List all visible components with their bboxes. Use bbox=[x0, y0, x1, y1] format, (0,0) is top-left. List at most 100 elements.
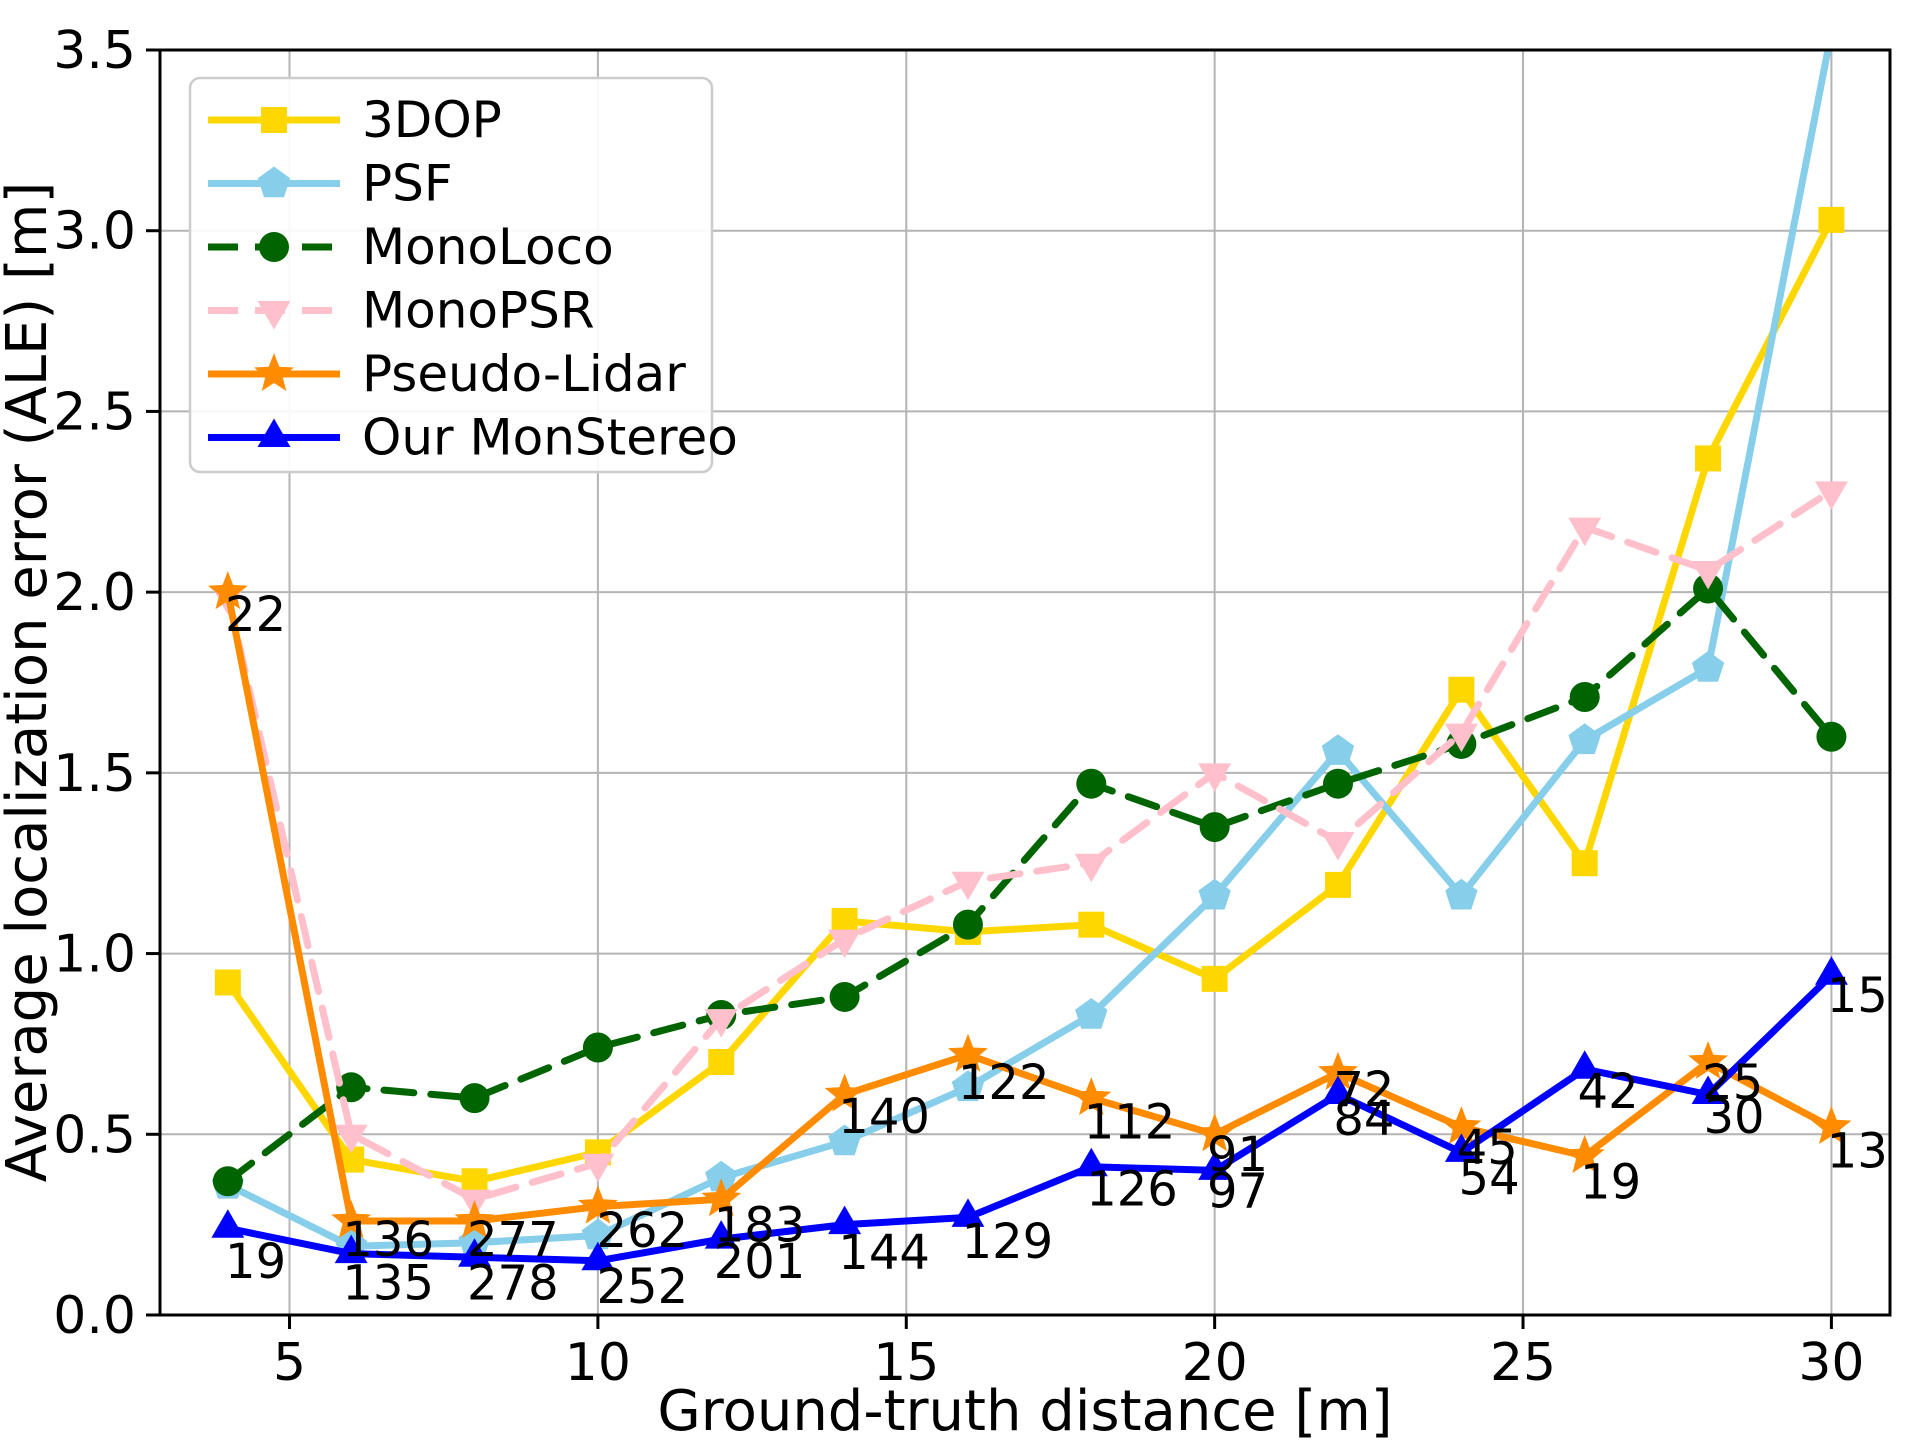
data-point-marker bbox=[1568, 1050, 1602, 1079]
data-point-marker bbox=[257, 166, 291, 198]
annotation-label: 22 bbox=[225, 587, 286, 643]
series-line bbox=[224, 487, 1835, 1203]
data-point-marker bbox=[207, 571, 248, 610]
series-line bbox=[224, 216, 1835, 1185]
data-point-marker bbox=[581, 1153, 615, 1183]
annotation-label: 42 bbox=[1578, 1064, 1639, 1120]
legend-entry: MonoPSR bbox=[208, 282, 595, 340]
legend-entry: 3DOP bbox=[208, 91, 502, 149]
data-point-marker bbox=[212, 1166, 243, 1197]
annotation-label: 112 bbox=[1084, 1095, 1176, 1151]
annotation-label: 126 bbox=[1086, 1162, 1178, 1218]
data-point-marker bbox=[1568, 723, 1601, 755]
annotation-label: 91 bbox=[1207, 1127, 1268, 1183]
data-point-marker bbox=[1815, 15, 1847, 46]
data-point-marker bbox=[1076, 768, 1107, 799]
annotation-label: 183 bbox=[714, 1198, 806, 1254]
annotation-label: 278 bbox=[467, 1256, 559, 1312]
data-point-marker bbox=[952, 909, 983, 940]
data-point-marker bbox=[1075, 998, 1108, 1029]
y-axis-label: Average localization error (ALE) [m] bbox=[0, 182, 60, 1183]
y-tick-label: 0.5 bbox=[53, 1105, 136, 1165]
y-tick-label: 2.5 bbox=[53, 382, 136, 442]
data-point-marker bbox=[582, 1032, 613, 1063]
data-point-marker bbox=[1816, 721, 1847, 752]
data-point-marker bbox=[336, 1072, 367, 1103]
data-point-marker bbox=[334, 1234, 368, 1264]
legend-label: MonoLoco bbox=[362, 218, 614, 276]
data-point-marker bbox=[1198, 1151, 1232, 1180]
data-point-marker bbox=[259, 232, 289, 262]
series-monoloco bbox=[212, 573, 1847, 1197]
data-point-marker bbox=[1815, 481, 1848, 510]
x-tick-label: 10 bbox=[565, 1333, 631, 1393]
y-tick-label: 1.5 bbox=[53, 744, 136, 804]
legend-label: MonoPSR bbox=[362, 282, 595, 340]
series-our-monstereo bbox=[211, 956, 1848, 1271]
data-point-marker bbox=[951, 871, 985, 901]
data-point-marker bbox=[1818, 206, 1845, 233]
data-point-marker bbox=[577, 1185, 618, 1224]
data-point-marker bbox=[1815, 956, 1848, 985]
annotation-label: 136 bbox=[342, 1212, 434, 1268]
data-point-marker bbox=[828, 1124, 861, 1156]
data-point-marker bbox=[1688, 1041, 1728, 1079]
data-point-marker bbox=[1691, 561, 1725, 590]
annotation-label: 13 bbox=[1827, 1124, 1888, 1180]
data-point-marker bbox=[1325, 871, 1352, 898]
data-point-marker bbox=[704, 1220, 738, 1249]
annotation-label: 30 bbox=[1703, 1089, 1764, 1145]
data-point-marker bbox=[261, 107, 287, 133]
x-tick-label: 30 bbox=[1798, 1333, 1864, 1393]
data-point-marker bbox=[1321, 734, 1355, 765]
data-point-marker bbox=[581, 1218, 615, 1250]
data-point-marker bbox=[1811, 1106, 1852, 1144]
annotation-label: 262 bbox=[596, 1203, 688, 1259]
x-tick-label: 25 bbox=[1490, 1333, 1556, 1393]
plot-border bbox=[158, 48, 1892, 1317]
data-point-marker bbox=[1078, 911, 1105, 938]
data-point-marker bbox=[211, 1209, 245, 1238]
data-point-marker bbox=[581, 1241, 615, 1271]
data-point-marker bbox=[948, 1033, 988, 1072]
annotation-label: 19 bbox=[1580, 1154, 1641, 1210]
annotation-label: 201 bbox=[714, 1234, 806, 1290]
data-point-marker bbox=[1321, 832, 1355, 861]
legend-entry: PSF bbox=[208, 155, 453, 213]
series-group bbox=[207, 15, 1852, 1271]
series-psf bbox=[211, 15, 1847, 1261]
data-point-marker bbox=[454, 1200, 495, 1238]
data-point-marker bbox=[1691, 1075, 1725, 1104]
annotation-label: 144 bbox=[838, 1225, 930, 1281]
x-tick-label: 5 bbox=[273, 1333, 306, 1393]
data-point-marker bbox=[829, 981, 860, 1012]
series-line bbox=[224, 588, 1835, 1225]
data-point-marker bbox=[257, 418, 291, 447]
series-pseudo-lidar bbox=[207, 571, 1852, 1238]
annotation-label: 19 bbox=[225, 1234, 286, 1290]
annotation-label: 54 bbox=[1459, 1151, 1520, 1207]
data-point-marker bbox=[705, 1160, 738, 1192]
data-point-marker bbox=[458, 1238, 491, 1267]
data-point-marker bbox=[1074, 853, 1108, 883]
data-point-marker bbox=[1198, 763, 1232, 792]
y-tick-label: 0.0 bbox=[53, 1286, 136, 1346]
annotation-label: 252 bbox=[596, 1259, 688, 1315]
series-line bbox=[224, 50, 1832, 1250]
data-point-marker bbox=[824, 1073, 865, 1112]
y-tick-label: 3.5 bbox=[53, 21, 136, 81]
legend-label: Our MonStereo bbox=[362, 409, 738, 467]
data-point-marker bbox=[1445, 878, 1478, 910]
annotation-label: 72 bbox=[1333, 1062, 1394, 1118]
annotation-label: 129 bbox=[962, 1214, 1054, 1270]
data-point-marker bbox=[257, 301, 291, 330]
data-point-marker bbox=[951, 1070, 985, 1102]
data-point-marker bbox=[254, 353, 294, 391]
data-point-marker bbox=[1323, 768, 1354, 799]
legend-label: 3DOP bbox=[362, 91, 502, 149]
y-tick-label: 2.0 bbox=[53, 563, 136, 623]
legend-entry: MonoLoco bbox=[208, 218, 614, 276]
